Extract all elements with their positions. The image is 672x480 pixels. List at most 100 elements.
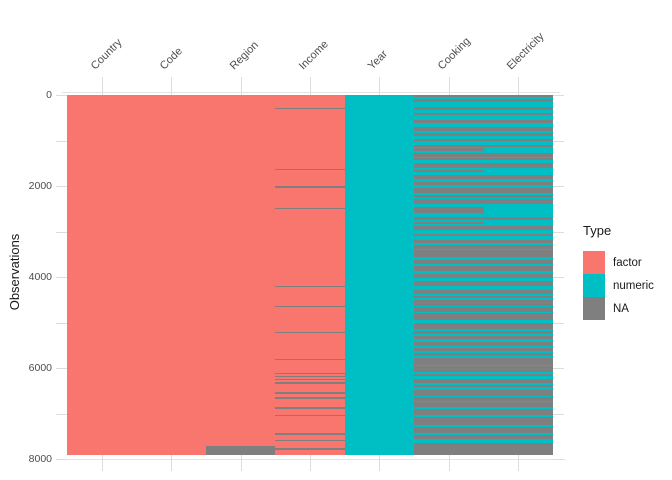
income-na-line [275, 407, 345, 409]
na-stripe [414, 274, 484, 278]
y-grid-stub-right [553, 322, 564, 324]
x-grid-stub-bottom [310, 455, 311, 471]
x-tick-mark [379, 77, 381, 95]
na-stripe [483, 307, 553, 312]
na-stripe [483, 378, 553, 383]
na-stripe [414, 443, 484, 455]
income-na-line [275, 207, 345, 210]
x-axis-label-code: Code [157, 45, 186, 73]
na-stripe [483, 119, 553, 123]
legend-swatch-na [583, 297, 605, 320]
x-grid-stub-bottom [240, 455, 242, 471]
na-stripe [483, 95, 553, 98]
na-stripe [483, 233, 553, 237]
na-stripe [483, 175, 553, 180]
income-na-line [275, 305, 345, 308]
income-na-line [275, 379, 345, 381]
na-stripe [483, 417, 553, 425]
na-stripe [483, 408, 553, 416]
na-stripe [414, 207, 484, 213]
x-grid-stub-bottom [101, 455, 103, 471]
gridline-top [62, 92, 560, 93]
x-tick-mark [518, 77, 520, 95]
legend-swatch-numeric [583, 274, 605, 297]
na-stripe [414, 195, 484, 198]
na-stripe [483, 132, 553, 137]
na-stripe [483, 384, 553, 388]
na-stripe [414, 426, 484, 434]
na-stripe [414, 221, 484, 224]
raster-panel [67, 95, 553, 455]
na-stripe [414, 239, 484, 244]
income-na-line [275, 433, 345, 435]
na-stripe [414, 313, 484, 321]
na-stripe [483, 357, 553, 366]
na-stripe [483, 188, 553, 194]
na-stripe [414, 95, 484, 98]
na-stripe [483, 274, 553, 278]
na-stripe [414, 323, 484, 329]
na-stripe [414, 384, 484, 388]
na-stripe [414, 260, 484, 265]
na-stripe [414, 342, 484, 347]
na-stripe [483, 353, 553, 356]
na-stripe [414, 132, 484, 137]
income-na-line [275, 168, 345, 171]
income-na-line [275, 392, 345, 394]
y-grid-stub-right [553, 413, 564, 415]
y-tick-mark [55, 368, 67, 370]
y-tick-mark [55, 95, 67, 96]
legend-swatch-factor [583, 251, 605, 274]
na-stripe [483, 152, 553, 157]
y-tick-mark [55, 459, 67, 461]
na-stripe [414, 417, 484, 425]
income-na-line [275, 107, 345, 110]
na-stripe [414, 397, 484, 401]
na-stripe [483, 145, 553, 147]
income-na-line [275, 373, 345, 375]
na-stripe [414, 158, 484, 161]
na-stripe [483, 443, 553, 455]
x-axis-label-income: Income [296, 38, 331, 73]
na-stripe [483, 195, 553, 198]
na-stripe [414, 163, 484, 168]
x-axis-label-cooking: Cooking [435, 35, 473, 73]
na-stripe [483, 99, 553, 103]
legend: Type factor numeric NA [583, 224, 654, 320]
na-stripe [414, 226, 484, 231]
na-stripe [414, 175, 484, 180]
y-grid-stub-right [553, 186, 564, 188]
na-stripe [414, 170, 484, 173]
na-stripe [414, 216, 484, 221]
income-na-line [275, 448, 345, 450]
na-stripe [483, 216, 553, 221]
na-stripe [414, 127, 484, 131]
column-income [275, 95, 345, 455]
y-tick-mark [55, 413, 67, 415]
x-grid-stub-bottom [379, 455, 381, 471]
na-stripe [483, 127, 553, 131]
na-stripe [483, 280, 553, 287]
na-stripe [414, 435, 484, 440]
na-stripe [483, 289, 553, 294]
x-grid-stub-bottom [518, 455, 520, 471]
na-stripe [414, 266, 484, 272]
income-na-line [275, 186, 345, 188]
income-na-line [275, 285, 345, 288]
na-stripe [483, 182, 553, 185]
na-stripe [483, 139, 553, 141]
na-stripe [483, 435, 553, 440]
na-stripe [483, 366, 553, 373]
y-tick-label-8000: 8000 [28, 453, 52, 466]
y-tick-label-6000: 6000 [28, 362, 52, 375]
y-tick-label-4000: 4000 [28, 271, 52, 284]
na-stripe [483, 266, 553, 272]
na-stripe [414, 113, 484, 116]
na-stripe [414, 348, 484, 352]
income-na-line [275, 382, 345, 384]
na-stripe [483, 390, 553, 397]
na-stripe [483, 313, 553, 321]
legend-items: factor numeric NA [583, 251, 654, 320]
na-stripe [414, 199, 484, 204]
na-stripe [414, 357, 484, 366]
